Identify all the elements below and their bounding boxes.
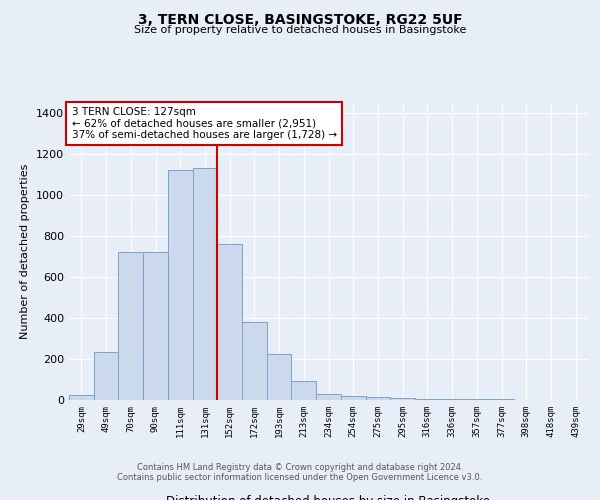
Bar bbox=[267, 354, 292, 400]
Bar bbox=[143, 252, 168, 400]
Bar bbox=[292, 380, 316, 400]
Bar bbox=[316, 394, 341, 400]
Text: Size of property relative to detached houses in Basingstoke: Size of property relative to detached ho… bbox=[134, 25, 466, 35]
Bar bbox=[415, 399, 440, 400]
X-axis label: Distribution of detached houses by size in Basingstoke: Distribution of detached houses by size … bbox=[167, 496, 491, 500]
Y-axis label: Number of detached properties: Number of detached properties bbox=[20, 164, 31, 339]
Bar bbox=[365, 397, 390, 400]
Bar bbox=[94, 352, 118, 400]
Bar bbox=[118, 252, 143, 400]
Bar bbox=[217, 244, 242, 400]
Text: 3 TERN CLOSE: 127sqm
← 62% of detached houses are smaller (2,951)
37% of semi-de: 3 TERN CLOSE: 127sqm ← 62% of detached h… bbox=[71, 107, 337, 140]
Bar bbox=[69, 395, 94, 400]
Bar bbox=[341, 396, 365, 400]
Bar bbox=[193, 168, 217, 400]
Text: Contains public sector information licensed under the Open Government Licence v3: Contains public sector information licen… bbox=[118, 472, 482, 482]
Bar bbox=[440, 399, 464, 400]
Bar bbox=[242, 322, 267, 400]
Bar bbox=[168, 170, 193, 400]
Bar bbox=[390, 398, 415, 400]
Text: 3, TERN CLOSE, BASINGSTOKE, RG22 5UF: 3, TERN CLOSE, BASINGSTOKE, RG22 5UF bbox=[137, 12, 463, 26]
Text: Contains HM Land Registry data © Crown copyright and database right 2024.: Contains HM Land Registry data © Crown c… bbox=[137, 462, 463, 471]
